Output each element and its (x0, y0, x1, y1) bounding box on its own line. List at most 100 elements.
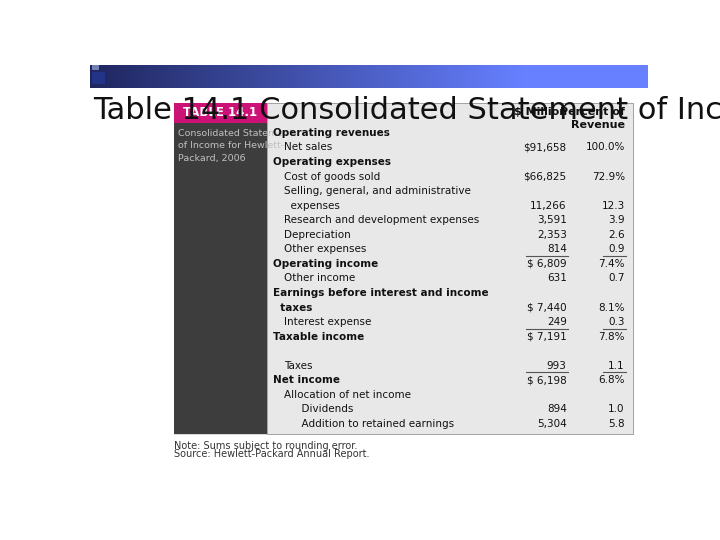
Bar (135, 65, 137, 88)
Bar (524, 65, 526, 88)
Bar (616, 65, 617, 88)
Bar (581, 65, 583, 88)
Text: 11,266: 11,266 (530, 201, 567, 211)
Bar (547, 65, 549, 88)
Text: 0.3: 0.3 (608, 317, 625, 327)
Bar (197, 65, 199, 88)
Text: Allocation of net income: Allocation of net income (284, 390, 410, 400)
Bar (499, 65, 500, 88)
Bar (564, 65, 566, 88)
Bar (605, 65, 606, 88)
Text: $91,658: $91,658 (523, 143, 567, 152)
Bar (644, 65, 645, 88)
Bar (191, 65, 192, 88)
Bar (113, 65, 114, 88)
Bar (242, 65, 243, 88)
Bar (512, 65, 513, 88)
Bar (621, 65, 624, 88)
Bar (202, 65, 203, 88)
Text: 894: 894 (546, 404, 567, 415)
Bar (161, 65, 163, 88)
Bar (598, 65, 600, 88)
Text: 1.1: 1.1 (608, 361, 625, 371)
Bar (389, 65, 391, 88)
Bar (631, 65, 632, 88)
Bar (106, 65, 107, 88)
Bar (465, 65, 467, 88)
Bar (521, 65, 523, 88)
Bar (296, 65, 297, 88)
Bar (559, 65, 561, 88)
Bar (566, 65, 567, 88)
Bar (528, 65, 530, 88)
Text: $ 6,198: $ 6,198 (527, 375, 567, 386)
Bar (338, 65, 340, 88)
Bar (539, 65, 541, 88)
Text: 100.0%: 100.0% (585, 143, 625, 152)
Bar (132, 65, 133, 88)
Bar (99, 65, 101, 88)
Bar (601, 65, 603, 88)
Bar (515, 65, 516, 88)
Bar (583, 65, 585, 88)
Bar (474, 65, 476, 88)
Bar (300, 65, 301, 88)
Bar (513, 65, 515, 88)
Text: 2,353: 2,353 (536, 230, 567, 240)
Bar (274, 65, 276, 88)
Text: 1.0: 1.0 (608, 404, 625, 415)
Bar (597, 65, 598, 88)
Text: 2.6: 2.6 (608, 230, 625, 240)
Text: $ 7,440: $ 7,440 (527, 302, 567, 313)
Bar (246, 65, 248, 88)
Bar (369, 65, 371, 88)
Bar (441, 65, 442, 88)
Bar (363, 65, 364, 88)
Bar (408, 65, 409, 88)
Bar (589, 65, 590, 88)
Bar (467, 65, 468, 88)
Text: 993: 993 (546, 361, 567, 371)
Text: 0.7: 0.7 (608, 273, 625, 284)
Bar (434, 65, 436, 88)
Bar (516, 65, 518, 88)
Bar (315, 65, 316, 88)
Bar (325, 65, 327, 88)
Bar (266, 103, 632, 434)
Bar (377, 65, 378, 88)
Bar (140, 65, 141, 88)
Bar (321, 65, 323, 88)
Bar (150, 65, 152, 88)
Bar (442, 65, 444, 88)
Bar (453, 65, 454, 88)
Bar (301, 65, 302, 88)
Text: 7.8%: 7.8% (598, 332, 625, 342)
Bar (614, 65, 616, 88)
Bar (248, 65, 250, 88)
Bar (382, 65, 383, 88)
Bar (230, 65, 231, 88)
Bar (445, 65, 446, 88)
Text: 3.9: 3.9 (608, 215, 625, 225)
Bar (309, 65, 310, 88)
Bar (347, 65, 349, 88)
Bar (645, 65, 647, 88)
Text: $66,825: $66,825 (523, 172, 567, 181)
Bar (448, 65, 449, 88)
Bar (174, 103, 632, 434)
Bar (144, 65, 145, 88)
Bar (120, 65, 121, 88)
Bar (546, 65, 547, 88)
Text: 6.8%: 6.8% (598, 375, 625, 386)
Bar (266, 65, 269, 88)
Bar (594, 65, 595, 88)
Bar (636, 65, 637, 88)
Bar (425, 65, 426, 88)
Bar (555, 65, 557, 88)
Bar (158, 65, 160, 88)
Bar (625, 65, 626, 88)
Bar (444, 65, 445, 88)
Bar (250, 65, 251, 88)
Bar (239, 65, 240, 88)
Bar (629, 65, 631, 88)
